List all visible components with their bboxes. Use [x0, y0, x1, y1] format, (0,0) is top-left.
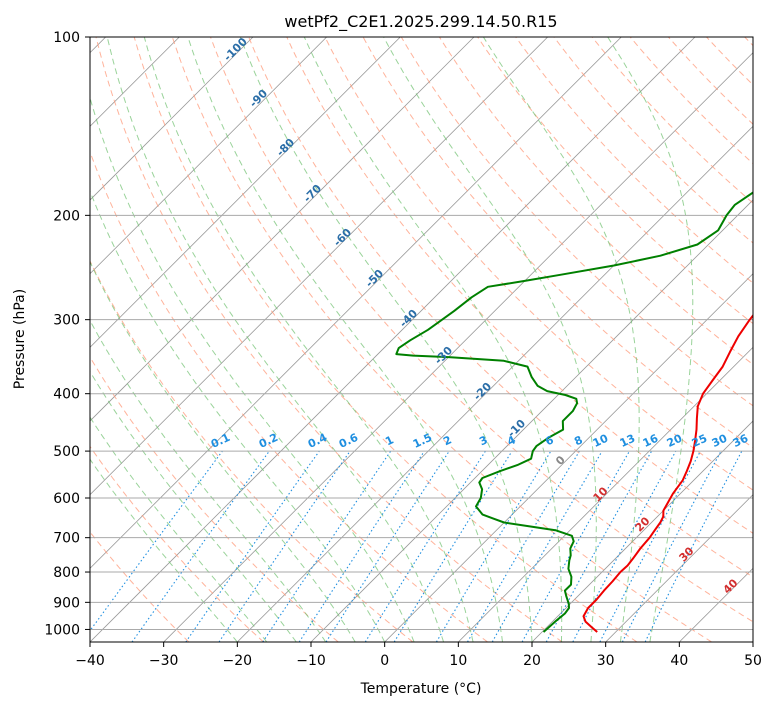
- x-axis-label: Temperature (°C): [360, 681, 482, 697]
- mixing-ratio-label: 16: [641, 432, 661, 450]
- dry-adiabat-line: [171, 37, 712, 642]
- y-tick-label: 600: [53, 491, 80, 507]
- mixing-ratio-label: 25: [690, 432, 709, 450]
- dry-adiabat-line: [515, 37, 753, 284]
- isotherm-line: [90, 37, 622, 569]
- dry-adiabat-line: [90, 356, 339, 642]
- temperature-profile: [582, 313, 753, 633]
- mixing-ratio-label: 20: [665, 432, 685, 450]
- moist-adiabat-line: [90, 416, 268, 642]
- moist-adiabat-line: [90, 458, 238, 642]
- moist-adiabat-line: [482, 37, 640, 642]
- isotherm-line: [163, 52, 753, 642]
- isotherm-line: [90, 37, 548, 496]
- isotherm-line: [90, 37, 696, 642]
- y-axis-label: Pressure (hPa): [12, 289, 28, 389]
- y-tick-label: 200: [53, 208, 80, 224]
- moist-adiabat-line: [143, 37, 474, 642]
- mixing-ratio-line: [262, 450, 392, 642]
- isotherm-line: [90, 37, 254, 201]
- x-tick-label: −30: [149, 653, 179, 669]
- isotherm-line: [384, 273, 753, 642]
- x-tick-label: −40: [75, 653, 105, 669]
- y-tick-label: 900: [53, 595, 80, 611]
- dewpoint-profile: [395, 191, 753, 633]
- isotherm-line: [531, 420, 753, 642]
- mixing-ratio-line: [325, 450, 450, 642]
- moist-adiabat-line: [383, 37, 597, 642]
- moist-adiabat-line: [90, 96, 415, 642]
- chart-title: wetPf2_C2E1.2025.299.14.50.R15: [284, 12, 557, 32]
- mixing-ratio-line: [218, 450, 351, 642]
- mixing-ratio-label: 30: [710, 432, 730, 450]
- y-tick-label: 800: [53, 565, 80, 581]
- x-tick-label: 0: [380, 653, 389, 669]
- x-tick-label: −10: [296, 653, 326, 669]
- mixing-ratio-line: [393, 450, 513, 642]
- mixing-ratio-line: [90, 450, 223, 632]
- dry-adiabat-line: [90, 259, 414, 642]
- mixing-ratio-line: [131, 450, 270, 642]
- dry-adiabat-line: [210, 37, 753, 623]
- moist-adiabat-line: [90, 319, 327, 642]
- dry-adiabat-line: [95, 37, 563, 642]
- isotherm-line: [237, 125, 753, 642]
- dry-adiabat-line: [286, 37, 753, 534]
- x-tick-label: 50: [744, 653, 762, 669]
- y-tick-label: 700: [53, 531, 80, 547]
- mixing-ratio-line: [298, 450, 425, 642]
- moist-adiabat-line: [90, 260, 356, 642]
- isotherm-line: [90, 37, 327, 275]
- mixing-ratio-line: [545, 450, 653, 642]
- moist-adiabat-line: [187, 37, 503, 642]
- y-tick-label: 100: [53, 30, 80, 46]
- x-tick-label: 10: [449, 653, 467, 669]
- moist-adiabat-line: [239, 37, 533, 642]
- mixing-ratio-line: [521, 450, 630, 642]
- moist-adiabat-line: [90, 370, 297, 642]
- mixing-ratio-label: 13: [618, 432, 637, 450]
- y-tick-label: 500: [53, 444, 80, 460]
- y-tick-label: 300: [53, 313, 80, 329]
- x-tick-label: 40: [670, 653, 688, 669]
- moist-adiabat-line: [90, 189, 386, 642]
- mixing-ratio-label: 10: [591, 432, 611, 450]
- dry-adiabat-line: [133, 37, 638, 642]
- x-tick-label: −20: [223, 653, 253, 669]
- y-tick-label: 400: [53, 387, 80, 403]
- mixing-ratio-label: 36: [731, 432, 751, 450]
- x-tick-label: 20: [523, 653, 541, 669]
- isotherm-line: [90, 37, 475, 422]
- isotherm-line: [605, 494, 753, 642]
- plot-frame: [89, 36, 754, 643]
- dry-adiabat-line: [90, 445, 264, 642]
- mixing-ratio-line: [185, 450, 320, 642]
- mixing-ratio-line: [644, 450, 743, 642]
- moist-adiabat-line: [303, 37, 563, 642]
- y-tick-label: 1000: [44, 622, 80, 638]
- mixing-ratio-line: [572, 450, 677, 642]
- x-tick-label: 30: [597, 653, 615, 669]
- moist-adiabat-line: [106, 37, 445, 642]
- moist-adiabat-line: [607, 37, 694, 642]
- isotherm-line: [90, 37, 401, 348]
- dry-adiabat-line: [324, 37, 753, 491]
- dry-adiabat-line: [248, 37, 753, 578]
